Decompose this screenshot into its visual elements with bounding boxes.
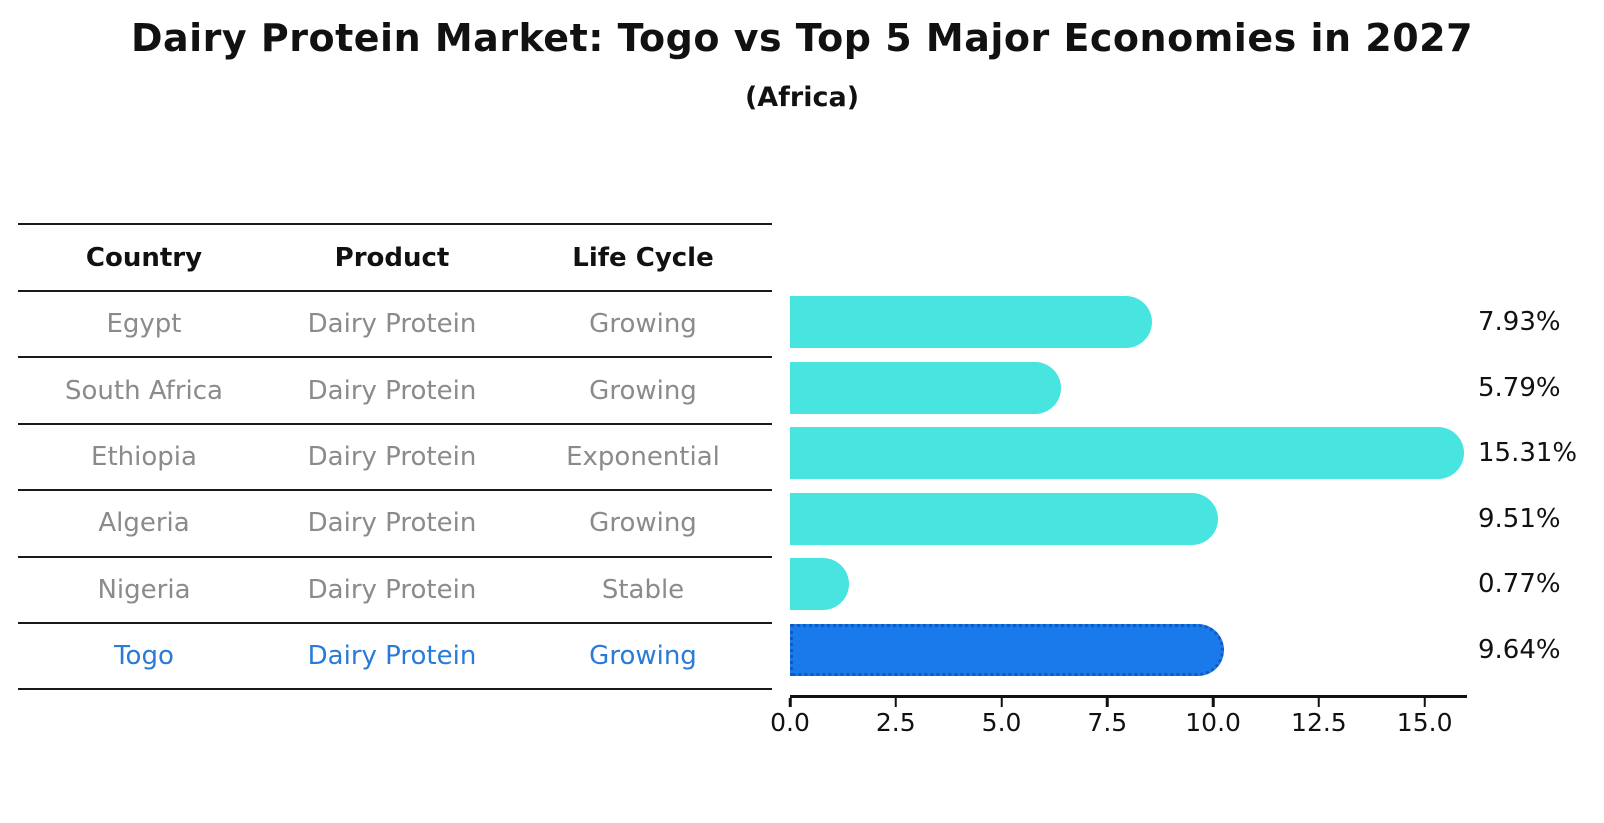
country-table: Country Product Life Cycle Egypt Dairy Pr… <box>18 223 772 691</box>
x-axis-tick-label: 0.0 <box>770 708 810 737</box>
x-axis-tick-label: 5.0 <box>981 708 1022 737</box>
row-life-cycle: Growing <box>589 375 697 406</box>
x-axis-tick <box>1317 697 1321 707</box>
x-axis-tick <box>1423 697 1426 707</box>
bar-algeria <box>790 493 1219 545</box>
bar-value-label: 15.31% <box>1478 438 1578 468</box>
row-country: Ethiopia <box>91 441 197 472</box>
row-product: Dairy Protein <box>307 441 477 472</box>
x-axis-tick-label: 7.5 <box>1087 708 1128 737</box>
row-product: Dairy Protein <box>307 375 477 406</box>
row-country: Togo <box>114 641 174 672</box>
x-axis-tick <box>788 697 792 707</box>
table-row: Nigeria Dairy Protein Stable <box>18 558 772 624</box>
table-row: Egypt Dairy Protein Growing <box>18 292 772 359</box>
row-product: Dairy Protein <box>307 309 477 340</box>
row-life-cycle: Growing <box>589 309 697 340</box>
column-header-product: Product <box>334 242 450 273</box>
bar-value-label: 5.79% <box>1478 373 1561 403</box>
bar-togo-highlight <box>790 624 1224 676</box>
x-axis-tick <box>1106 697 1109 707</box>
x-axis-tick <box>1000 697 1003 707</box>
row-life-cycle: Stable <box>601 574 685 605</box>
bar-nigeria <box>790 558 849 610</box>
bar-egypt <box>790 296 1152 348</box>
bar-south-africa <box>790 362 1061 414</box>
table-body: Egypt Dairy Protein Growing South Africa Dai… <box>18 292 772 691</box>
x-axis-tick-label: 15.0 <box>1396 708 1453 737</box>
bar-value-label: 9.51% <box>1478 504 1561 534</box>
table-row: Algeria Dairy Protein Growing <box>18 491 772 558</box>
bar-value-label: 0.77% <box>1478 569 1561 599</box>
table-row: South Africa Dairy Protein Growing <box>18 358 772 425</box>
table-row: Togo Dairy Protein Growing <box>18 624 772 691</box>
chart-title: Dairy Protein Market: Togo vs Top 5 Majo… <box>130 16 1474 60</box>
row-country: South Africa <box>65 375 223 406</box>
row-product: Dairy Protein <box>307 641 477 672</box>
table-row: Ethiopia Dairy Protein Exponential <box>18 425 772 492</box>
x-axis-tick-label: 12.5 <box>1291 708 1347 737</box>
x-axis-tick <box>1211 697 1215 707</box>
row-country: Nigeria <box>97 574 191 605</box>
row-country: Algeria <box>98 508 190 539</box>
chart-subtitle: (Africa) <box>744 82 860 113</box>
bar-value-label: 9.64% <box>1478 635 1561 665</box>
x-axis-tick-label: 2.5 <box>875 708 916 737</box>
row-life-cycle: Growing <box>589 641 697 672</box>
x-axis-tick-label: 10.0 <box>1185 708 1241 737</box>
column-header-country: Country <box>85 242 203 273</box>
column-header-life-cycle: Life Cycle <box>572 242 714 273</box>
table-header-row: Country Product Life Cycle <box>18 225 772 292</box>
row-product: Dairy Protein <box>307 574 477 605</box>
row-life-cycle: Exponential <box>566 441 720 472</box>
row-country: Egypt <box>106 309 182 340</box>
row-life-cycle: Growing <box>589 508 697 539</box>
bar-value-label: 7.93% <box>1478 307 1561 337</box>
bar-ethiopia <box>790 427 1464 479</box>
row-product: Dairy Protein <box>307 508 477 539</box>
x-axis-line <box>790 695 1467 698</box>
x-axis-tick <box>894 697 898 707</box>
